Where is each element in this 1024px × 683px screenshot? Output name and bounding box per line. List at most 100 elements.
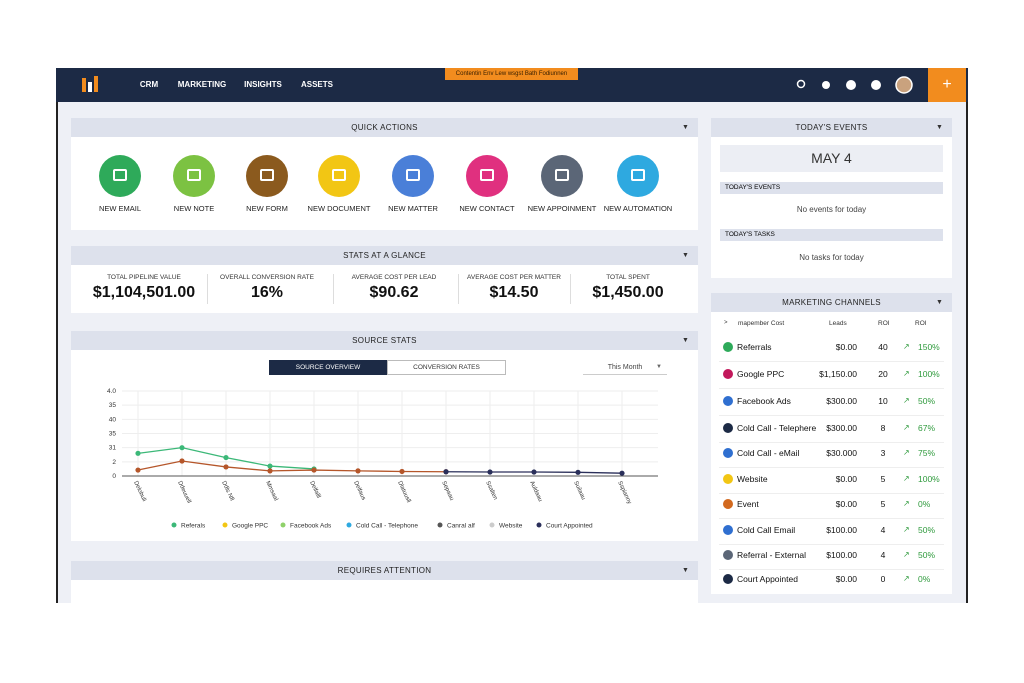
- trend-icon: ↗: [903, 525, 910, 534]
- action-icon: [406, 169, 420, 181]
- panel-header: QUICK ACTIONS: [71, 118, 698, 137]
- action-icon: [113, 169, 127, 181]
- channel-roi: 50%: [918, 396, 936, 406]
- help-icon: [846, 80, 856, 90]
- channel-leads: 40: [878, 342, 888, 352]
- channel-dot: [723, 550, 733, 560]
- tab[interactable]: CONVERSION RATES: [387, 360, 506, 375]
- panel: SOURCE STATS ▼ SOURCE OVERVIEW CONVERSION R…: [71, 331, 698, 541]
- action-button[interactable]: [173, 155, 215, 197]
- row-divider: [719, 361, 944, 362]
- x-tick-label: Ddeuuell: [176, 480, 191, 504]
- channel-leads: 5: [880, 474, 886, 484]
- divider: [207, 274, 208, 304]
- stat-label: TOTAL SPENT: [606, 274, 650, 281]
- period-select[interactable]: This Month: [583, 360, 667, 375]
- notification-icon: [871, 80, 881, 90]
- panel: TODAY'S EVENTS ▼ MAY 4 TODAY'S EVENTS No eve…: [711, 118, 952, 278]
- tab[interactable]: SOURCE OVERVIEW: [269, 360, 387, 375]
- row-divider: [719, 415, 944, 416]
- action-button[interactable]: [318, 155, 360, 197]
- action-button[interactable]: [246, 155, 288, 197]
- y-tick-label: 31: [109, 445, 117, 452]
- legend-swatch: [489, 522, 495, 528]
- collapse-toggle[interactable]: ▼: [682, 567, 689, 574]
- x-tick-label: Delobuli: [132, 480, 147, 502]
- action-icon: [332, 169, 346, 181]
- action-label: NEW FORM: [246, 204, 288, 213]
- row-divider: [719, 569, 944, 570]
- trend-icon: ↗: [903, 574, 910, 583]
- action-label: NEW EMAIL: [98, 204, 142, 213]
- channel-name: Referral - External: [737, 550, 806, 560]
- subheader: TODAY'S TASKS: [720, 229, 943, 241]
- channel-cost: $0.00: [835, 499, 857, 509]
- panel-header: TODAY'S EVENTS: [711, 118, 952, 137]
- banner: Contentin Env Lew wsgst Bath Fodiunnen: [445, 68, 578, 80]
- x-tick-label: Dlatuusll: [396, 480, 411, 503]
- y-tick-label: 35: [109, 402, 117, 409]
- divider: [458, 274, 459, 304]
- nav-item[interactable]: ASSETS: [300, 80, 333, 89]
- trend-icon: ↗: [903, 448, 910, 457]
- channel-name: Google PPC: [737, 369, 785, 379]
- action-button[interactable]: [541, 155, 583, 197]
- x-tick-label: Sspianny: [616, 480, 632, 505]
- channel-leads: 4: [880, 525, 886, 535]
- channel-leads: 8: [880, 423, 886, 433]
- channel-cost: $100.00: [826, 525, 857, 535]
- column-header: ROI: [878, 320, 890, 327]
- x-tick-label: Ddls Nfl: [220, 480, 234, 502]
- header-icon: >: [724, 320, 728, 326]
- channel-cost: $300.00: [826, 423, 857, 433]
- action-icon: [555, 169, 569, 181]
- series-point: [487, 469, 493, 475]
- channel-roi: 100%: [918, 369, 940, 379]
- collapse-toggle[interactable]: ▼: [682, 252, 689, 259]
- action-icon: [631, 169, 645, 181]
- action-button[interactable]: [617, 155, 659, 197]
- panel-header: SOURCE STATS: [71, 331, 698, 350]
- nav-item[interactable]: MARKETING: [177, 80, 227, 89]
- channel-leads: 10: [878, 396, 888, 406]
- channel-dot: [723, 423, 733, 433]
- row-divider: [719, 467, 944, 468]
- action-label: NEW DOCUMENT: [307, 204, 371, 213]
- row-divider: [719, 518, 944, 519]
- series-point: [267, 463, 273, 469]
- stat-label: OVERALL CONVERSION RATE: [220, 274, 314, 281]
- channel-dot: [723, 396, 733, 406]
- action-button[interactable]: [466, 155, 508, 197]
- legend-label: Court Appointed: [546, 523, 593, 530]
- collapse-toggle[interactable]: ▼: [682, 337, 689, 344]
- legend-label: Google PPC: [232, 523, 268, 530]
- channel-dot: [723, 342, 733, 352]
- stat-label: AVERAGE COST PER LEAD: [351, 274, 437, 281]
- channel-dot: [723, 574, 733, 584]
- nav-item[interactable]: INSIGHTS: [244, 80, 282, 89]
- x-tick-label: Auldaau: [528, 480, 543, 503]
- column-header: mapember Cost: [738, 320, 785, 327]
- channel-roi: 75%: [918, 448, 936, 458]
- panel-header: STATS AT A GLANCE: [71, 246, 698, 265]
- add-button[interactable]: +: [928, 68, 966, 102]
- stat-label: AVERAGE COST PER MATTER: [467, 274, 561, 281]
- nav-item[interactable]: CRM: [139, 80, 159, 89]
- action-button[interactable]: [99, 155, 141, 197]
- channel-cost: $30.000: [826, 448, 857, 458]
- x-tick-label: Ssalten: [484, 480, 498, 501]
- panel-header: REQUIRES ATTENTION: [71, 561, 698, 580]
- collapse-toggle[interactable]: ▼: [682, 124, 689, 131]
- trend-icon: ↗: [903, 499, 910, 508]
- legend-label: Referals: [181, 523, 206, 530]
- x-tick-label: Mmsaal: [264, 480, 278, 502]
- action-button[interactable]: [392, 155, 434, 197]
- channel-cost: $100.00: [826, 550, 857, 560]
- series-point: [619, 470, 625, 476]
- series-point: [355, 468, 361, 474]
- series-point: [531, 469, 537, 475]
- collapse-toggle[interactable]: ▼: [936, 299, 943, 306]
- collapse-toggle[interactable]: ▼: [936, 124, 943, 131]
- action-label: NEW AUTOMATION: [603, 204, 673, 213]
